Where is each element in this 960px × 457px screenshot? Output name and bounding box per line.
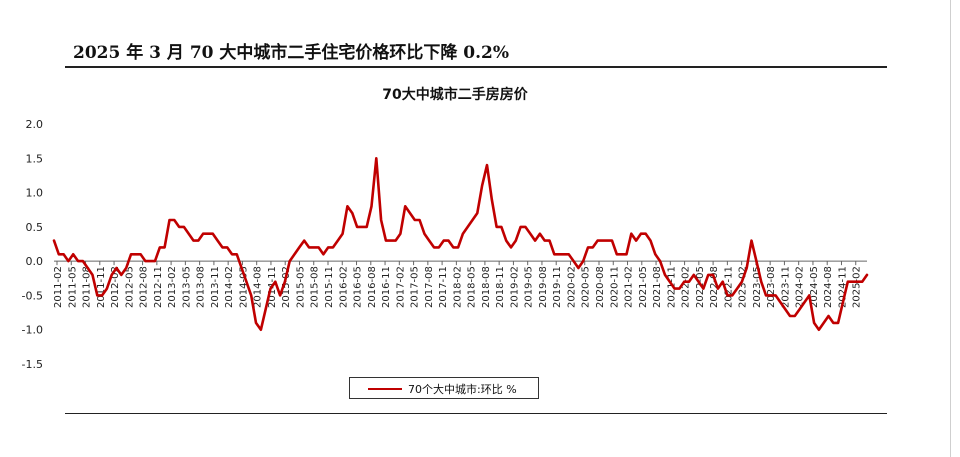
y-tick-label: -1.5	[22, 358, 43, 371]
y-tick-label: 2.0	[26, 118, 44, 131]
x-tick-label: 2011-02	[53, 266, 64, 308]
x-tick-label: 2023-02	[738, 266, 749, 308]
x-tick-label: 2017-05	[410, 266, 421, 308]
legend-label: 70个大中城市:环比 %	[408, 383, 517, 396]
legend: 70个大中城市:环比 %	[349, 377, 539, 399]
x-tick-label: 2013-08	[196, 266, 207, 308]
x-tick-label: 2022-02	[681, 266, 692, 308]
x-tick-label: 2011-11	[96, 266, 107, 308]
x-axis	[54, 260, 867, 266]
x-tick-label: 2020-08	[595, 266, 606, 308]
top-rule	[65, 66, 887, 68]
x-tick-label: 2021-11	[666, 266, 677, 308]
x-tick-label: 2016-08	[367, 266, 378, 308]
y-axis-labels: 2.0 1.5 1.0 0.5 0.0 -0.5 -1.0 -1.5	[22, 118, 43, 371]
x-tick-label: 2024-05	[809, 266, 820, 308]
x-tick-label: 2018-11	[495, 266, 506, 308]
x-tick-label: 2014-08	[253, 266, 264, 308]
x-tick-label: 2015-02	[281, 266, 292, 308]
x-tick-label: 2019-08	[538, 266, 549, 308]
x-tick-label: 2023-08	[766, 266, 777, 308]
x-tick-label: 2011-05	[67, 266, 78, 308]
x-tick-label: 2016-05	[353, 266, 364, 308]
y-tick-label: 0.0	[26, 255, 44, 268]
x-tick-label: 2018-08	[481, 266, 492, 308]
x-tick-label: 2018-05	[467, 266, 478, 308]
x-tick-label: 2012-05	[124, 266, 135, 308]
x-tick-label: 2024-02	[795, 266, 806, 308]
x-axis-labels: 2011-02 2011-05 2011-08 2011-11 2012-02 2012-…	[53, 266, 863, 308]
x-tick-label: 2014-05	[238, 266, 249, 308]
x-tick-label: 2020-11	[609, 266, 620, 308]
x-tick-label: 2018-02	[452, 266, 463, 308]
series-line	[52, 157, 869, 332]
x-tick-label: 2023-11	[780, 266, 791, 308]
x-tick-label: 2016-02	[338, 266, 349, 308]
x-tick-label: 2017-02	[395, 266, 406, 308]
y-tick-label: -1.0	[22, 324, 43, 337]
line-chart: 70大中城市二手房房价 2.01.51.00.50.0-0.5-1.0-1.5 …	[22, 86, 869, 371]
x-tick-label: 2015-11	[324, 266, 335, 308]
series-layer	[52, 157, 869, 332]
x-tick-label: 2022-08	[709, 266, 720, 308]
x-tick-label: 2017-08	[424, 266, 435, 308]
y-tick-label: -0.5	[22, 289, 43, 302]
x-tick-label: 2023-05	[752, 266, 763, 308]
x-tick-label: 2024-08	[823, 266, 834, 308]
x-tick-label: 2019-11	[552, 266, 563, 308]
x-tick-label: 2020-02	[566, 266, 577, 308]
frame-border	[950, 0, 951, 457]
y-tick-label: 1.0	[26, 187, 44, 200]
x-tick-label: 2012-02	[110, 266, 121, 308]
y-tick-label: 0.5	[26, 221, 44, 234]
x-tick-label: 2019-02	[509, 266, 520, 308]
x-tick-label: 2021-08	[652, 266, 663, 308]
bottom-rule	[65, 413, 887, 414]
x-tick-label: 2012-11	[153, 266, 164, 308]
x-tick-label: 2022-05	[695, 266, 706, 308]
chart-title: 70大中城市二手房房价	[382, 86, 528, 103]
y-tick-label: 1.5	[26, 152, 44, 165]
legend-swatch	[368, 388, 402, 390]
x-tick-label: 2014-02	[224, 266, 235, 308]
x-tick-label: 2021-05	[638, 266, 649, 308]
x-tick-label: 2013-11	[210, 266, 221, 308]
x-tick-label: 2013-05	[181, 266, 192, 308]
x-tick-label: 2025-02	[852, 266, 863, 308]
page-heading: 2025 年 3 月 70 大中城市二手住宅价格环比下降 0.2%	[73, 43, 510, 63]
x-tick-label: 2015-05	[295, 266, 306, 308]
x-tick-label: 2016-11	[381, 266, 392, 308]
x-tick-label: 2024-11	[837, 266, 848, 308]
x-tick-label: 2015-08	[310, 266, 321, 308]
x-tick-label: 2017-11	[438, 266, 449, 308]
x-tick-label: 2011-08	[82, 266, 93, 308]
x-tick-label: 2021-02	[624, 266, 635, 308]
x-tick-label: 2020-05	[581, 266, 592, 308]
x-tick-label: 2019-05	[524, 266, 535, 308]
x-tick-label: 2013-02	[167, 266, 178, 308]
x-tick-label: 2022-11	[723, 266, 734, 308]
x-tick-label: 2012-08	[139, 266, 150, 308]
